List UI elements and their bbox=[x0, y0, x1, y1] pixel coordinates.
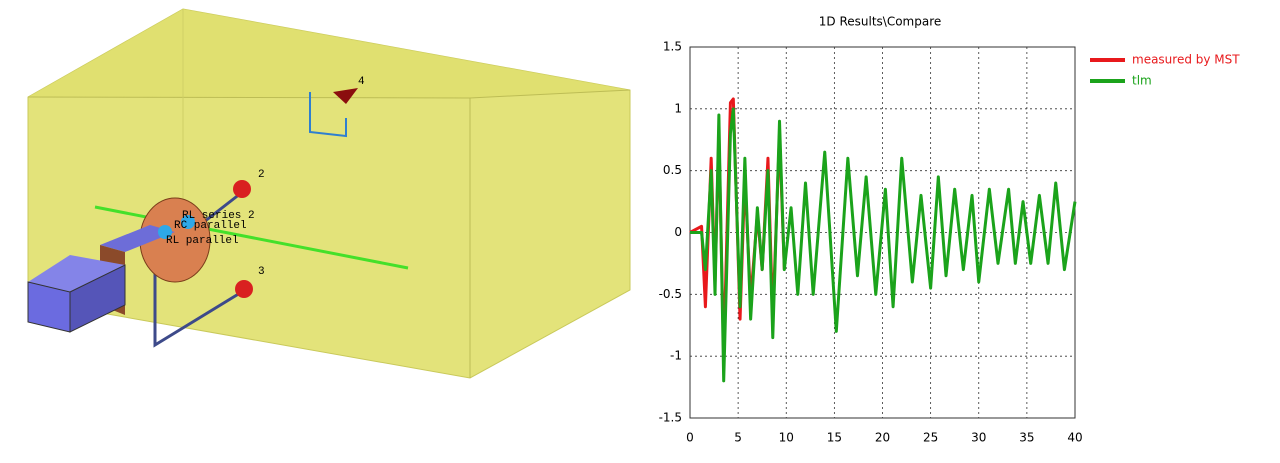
y-tick-label: -0.5 bbox=[659, 287, 682, 301]
pin bbox=[153, 250, 246, 348]
y-tick-label: 1.5 bbox=[663, 40, 682, 54]
probe bbox=[309, 92, 347, 138]
x-tick-label: 15 bbox=[827, 431, 842, 445]
x-tick-label: 30 bbox=[971, 431, 986, 445]
series-line bbox=[690, 107, 1077, 383]
y-tick-label: -1 bbox=[670, 349, 682, 363]
port-label: 4 bbox=[358, 76, 365, 88]
x-tick-label: 20 bbox=[875, 431, 890, 445]
port-marker bbox=[233, 180, 251, 198]
x-tick-label: 10 bbox=[779, 431, 794, 445]
component-label: RL series 2 bbox=[182, 210, 255, 222]
block-top bbox=[28, 255, 125, 292]
y-tick-label: 1 bbox=[674, 101, 682, 115]
block bbox=[69, 264, 126, 333]
port-label: 3 bbox=[258, 266, 265, 278]
component-label: RC parallel bbox=[174, 220, 247, 232]
x-tick-label: 35 bbox=[1019, 431, 1034, 445]
port-marker bbox=[333, 88, 358, 104]
legend-label: tlm bbox=[1132, 74, 1152, 88]
y-tick-label: 0 bbox=[674, 225, 682, 239]
box-edge bbox=[469, 89, 631, 99]
x-tick-label: 40 bbox=[1067, 431, 1082, 445]
x-tick-label: 25 bbox=[923, 431, 938, 445]
lumped-element bbox=[181, 215, 195, 229]
component-label: RL parallel bbox=[166, 235, 239, 247]
x-tick-label: 0 bbox=[686, 431, 694, 445]
chart: 1D Results\Compare 1.5 1 0.5 0 -0.5 -1 -1.5 0 5 1… bbox=[659, 15, 1241, 445]
lumped-element bbox=[158, 225, 172, 239]
box-top bbox=[28, 9, 630, 98]
port-label: 2 bbox=[258, 169, 265, 181]
legend-label: measured by MST bbox=[1132, 53, 1240, 67]
x-tick-label: 5 bbox=[734, 431, 742, 445]
chart-title: 1D Results\Compare bbox=[819, 15, 942, 29]
y-tick-label: -1.5 bbox=[659, 411, 682, 425]
port-marker bbox=[235, 280, 253, 298]
connector bbox=[100, 225, 175, 252]
scene-view: 4 2 3 RL series 2 RC parallel RL paralle… bbox=[27, 8, 631, 379]
y-tick-label: 0.5 bbox=[663, 163, 682, 177]
